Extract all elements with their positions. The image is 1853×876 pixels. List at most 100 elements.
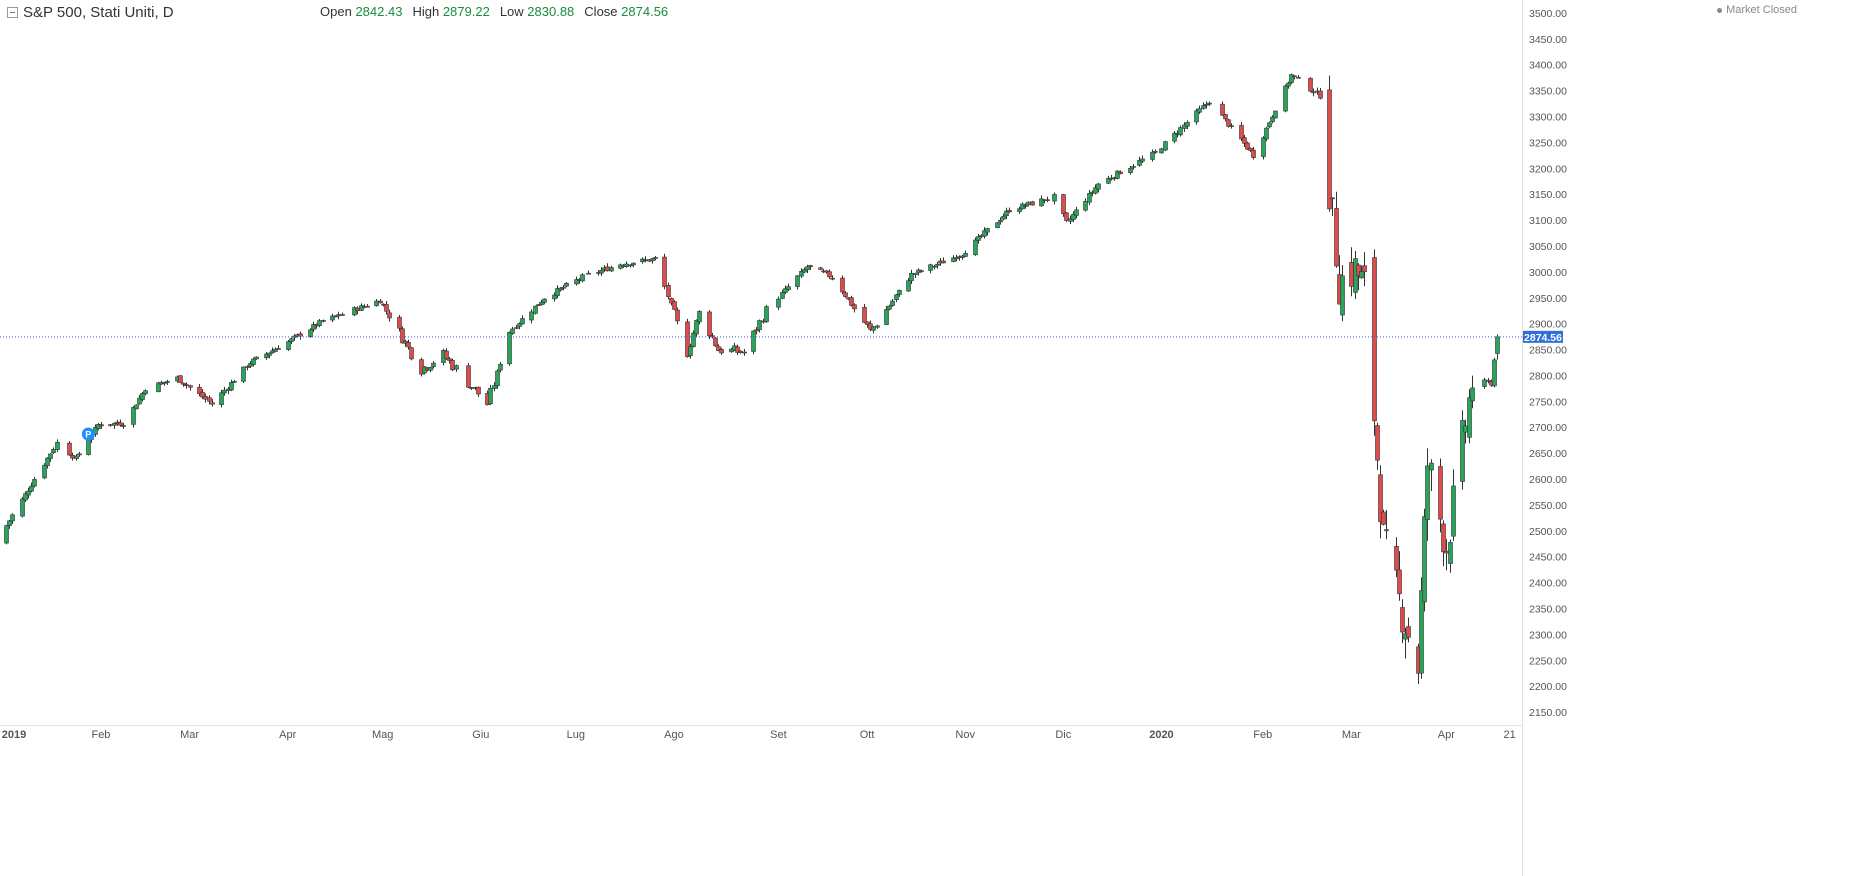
candle-body [1017, 208, 1022, 212]
candle-body [23, 493, 28, 501]
candle-body [982, 230, 987, 237]
close-label: Close [584, 4, 618, 19]
candle-body [330, 315, 335, 321]
candle-body [1273, 110, 1278, 119]
x-tick-label: 2019 [2, 729, 26, 741]
candle-body [802, 269, 807, 273]
candle-body [178, 375, 183, 383]
candle-body [1448, 542, 1453, 564]
candle-body [203, 396, 208, 400]
candle-body [1251, 149, 1256, 158]
candle-body [1460, 420, 1465, 482]
y-tick-label: 2550.00 [1529, 500, 1567, 512]
candle-body [317, 320, 322, 326]
y-tick-label: 2150.00 [1529, 707, 1567, 719]
candle-body [897, 289, 902, 295]
candle-body [555, 288, 560, 296]
candle-body [134, 404, 139, 410]
symbol-title[interactable]: S&P 500, Stati Uniti, D [23, 3, 174, 21]
candle-body [1286, 82, 1291, 87]
candle-body [1394, 545, 1399, 571]
candle-body [1226, 119, 1231, 127]
candle-body [431, 362, 436, 367]
candle-body [827, 271, 832, 278]
candle-body [156, 382, 161, 393]
candle-body [1115, 170, 1120, 179]
candle-body [849, 297, 854, 306]
candle-body [20, 498, 25, 517]
candle-body [476, 386, 481, 395]
y-tick-label: 2500.00 [1529, 526, 1567, 538]
candle-body [830, 277, 835, 280]
collapse-toggle-icon[interactable] [7, 6, 18, 18]
candle-body [273, 348, 278, 352]
x-tick-label: Mag [372, 729, 393, 741]
candle-body [963, 253, 968, 257]
candle-body [586, 272, 591, 275]
candle-body [780, 292, 785, 299]
event-marker-icon[interactable] [81, 427, 95, 441]
candle-body [742, 351, 747, 354]
candle-body [1083, 200, 1088, 211]
candle-body [131, 407, 136, 425]
candle-body [1318, 90, 1323, 99]
candle-body [599, 269, 604, 274]
candle-body [397, 316, 402, 329]
candle-body [713, 337, 718, 347]
candle-body [241, 366, 246, 382]
open-label: Open [320, 4, 352, 19]
candle-body [1486, 380, 1491, 382]
candle-body [1185, 122, 1190, 127]
candle-body [165, 381, 170, 383]
candle-body [887, 305, 892, 310]
candle-body [1289, 74, 1294, 83]
candle-body [919, 270, 924, 273]
candle-body [1362, 265, 1367, 273]
candle-body [219, 392, 224, 405]
candle-body [1245, 142, 1250, 150]
candle-body [352, 307, 357, 316]
candle-body [1023, 205, 1028, 207]
y-tick-label: 3050.00 [1529, 241, 1567, 253]
candle-body [1422, 516, 1427, 603]
candle-body [406, 342, 411, 348]
candle-body [1220, 103, 1225, 116]
candle-body [884, 309, 889, 325]
candle-body [985, 228, 990, 233]
candle-body [631, 262, 636, 266]
candle-body [1397, 569, 1402, 595]
candle-body [909, 272, 914, 282]
candle-body [1093, 187, 1098, 194]
candle-body [1194, 110, 1199, 123]
x-tick-label: 21 [1504, 729, 1516, 741]
candle-body [818, 267, 823, 270]
candle-body [685, 321, 690, 358]
candle-body [1425, 465, 1430, 521]
candle-body [890, 300, 895, 306]
y-tick-label: 2600.00 [1529, 474, 1567, 486]
candle-body [1308, 77, 1313, 92]
candle-body [1261, 137, 1266, 157]
candle-body [498, 363, 503, 371]
x-tick-label: Mar [1342, 729, 1361, 741]
candle-body [469, 387, 474, 389]
candle-body [162, 381, 167, 384]
low-label: Low [499, 4, 524, 19]
high-label: High [412, 4, 440, 19]
y-tick-label: 3450.00 [1529, 34, 1567, 46]
market-status-label: Market Closed [1726, 4, 1797, 16]
candle-body [1128, 167, 1133, 173]
candle-body [32, 479, 37, 487]
candle-body [716, 346, 721, 352]
candle-body [96, 424, 101, 430]
candle-body [609, 267, 614, 272]
candle-body [1438, 466, 1443, 520]
candle-body [764, 306, 769, 323]
candle-body [951, 257, 956, 262]
x-tick-label: 2020 [1149, 729, 1173, 741]
candle-body [672, 301, 677, 310]
candle-body [894, 294, 899, 300]
candle-body [184, 384, 189, 387]
candle-body [719, 349, 724, 354]
